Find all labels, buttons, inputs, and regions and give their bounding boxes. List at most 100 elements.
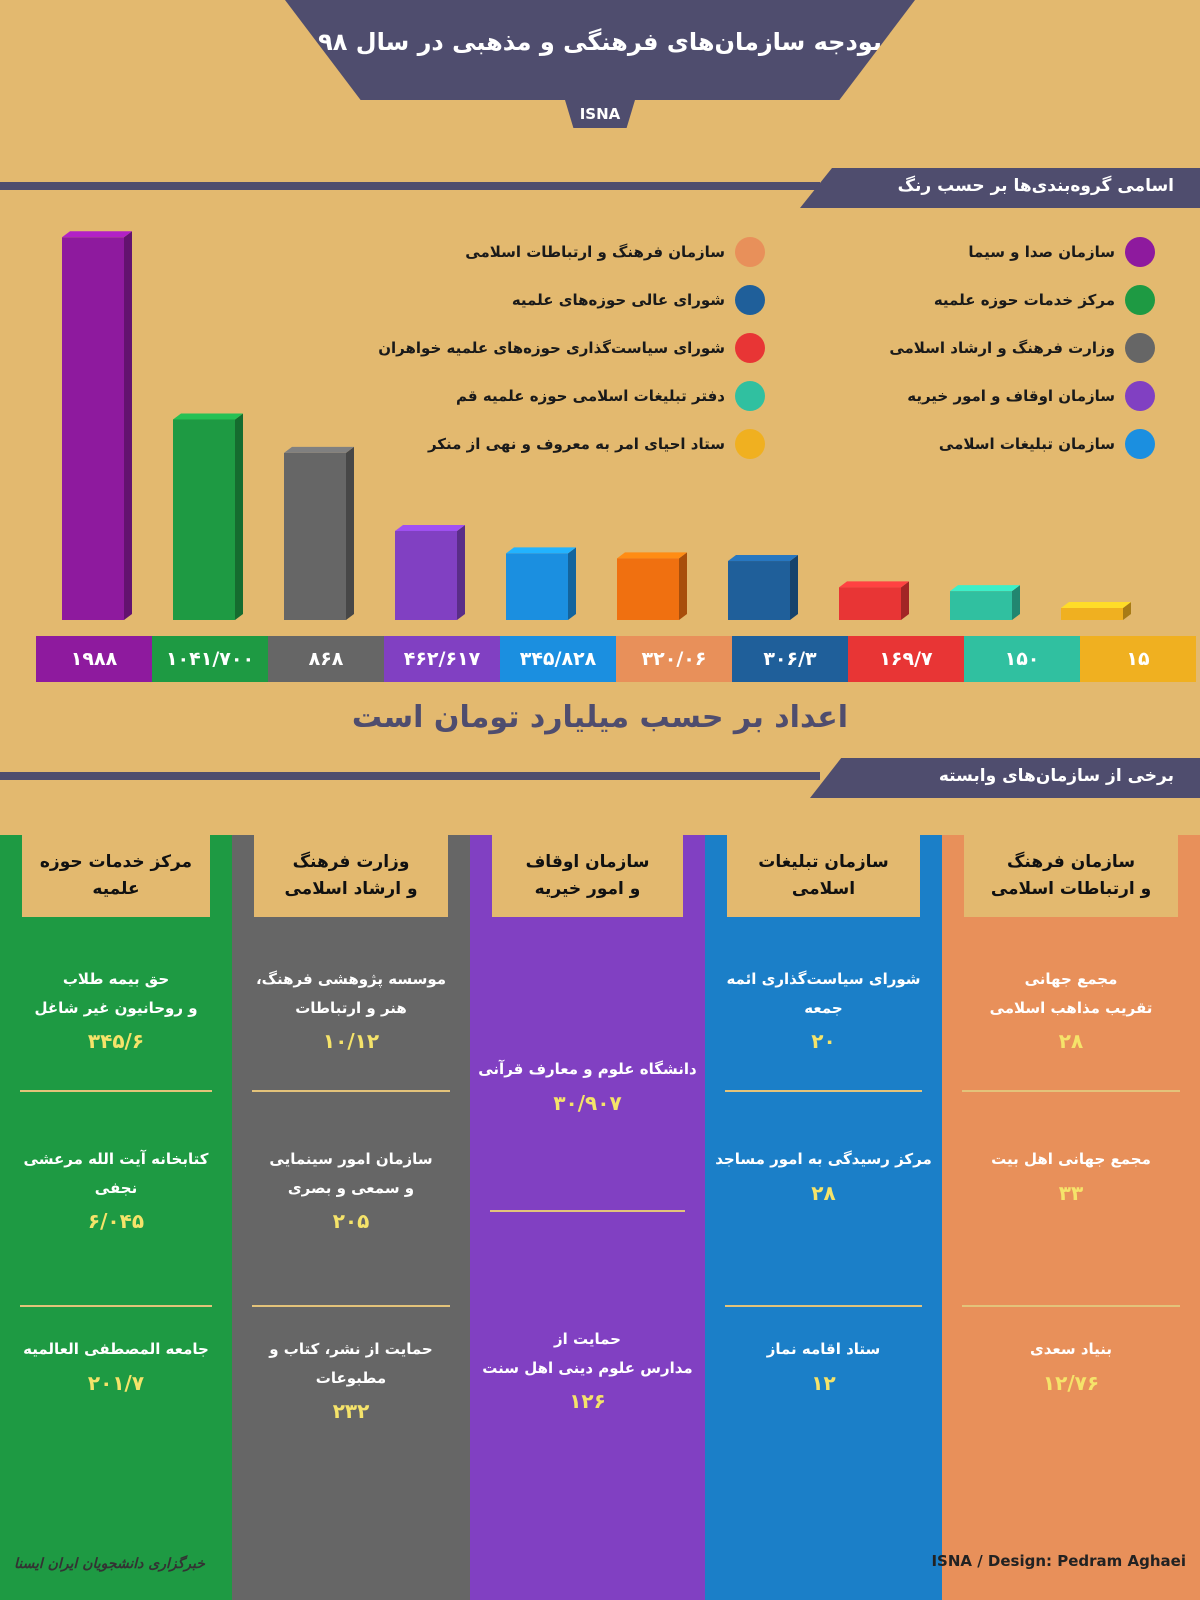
affiliate-name: حق بیمه طلاب و روحانیون غیر شاغل bbox=[34, 970, 198, 1017]
affiliate-value: ۶/۰۴۵ bbox=[87, 1209, 145, 1233]
legend-item: سازمان اوقاف و امور خیریه bbox=[889, 372, 1155, 420]
legend-item: شورای سیاست‌گذاری حوزه‌های علمیه خواهران bbox=[378, 324, 765, 372]
affiliate-value: ۱۰/۱۲ bbox=[322, 1029, 380, 1053]
divider bbox=[20, 1090, 212, 1092]
affiliate-column: سازمان فرهنگ و ارتباطات اسلامی مجمع جهانی… bbox=[942, 835, 1200, 1600]
value-label: ۳۲۰/۰۶ bbox=[616, 636, 732, 682]
affiliate-value: ۲۰۵ bbox=[332, 1209, 370, 1233]
legend-label: سازمان صدا و سیما bbox=[968, 243, 1115, 261]
affiliate-item: دانشگاه علوم و معارف قرآنی ۳۰/۹۰۷ bbox=[470, 1055, 705, 1122]
affiliate-name: مجمع جهانی تقریب مذاهب اسلامی bbox=[989, 970, 1153, 1017]
affiliate-column: وزارت فرهنگ و ارشاد اسلامی موسسه پژوهشی ف… bbox=[232, 835, 470, 1600]
affiliate-name: شورای سیاست‌گذاری ائمه جمعه bbox=[726, 970, 921, 1017]
legend-swatch bbox=[735, 429, 765, 459]
legend-swatch bbox=[1125, 333, 1155, 363]
bar bbox=[62, 231, 132, 620]
affiliate-column: مرکز خدمات حوزه علمیه حق بیمه طلاب و روحا… bbox=[0, 835, 232, 1600]
column-title: سازمان تبلیغات اسلامی bbox=[727, 835, 920, 917]
affiliate-value: ۱۲/۷۶ bbox=[1042, 1370, 1100, 1395]
affiliate-item: شورای سیاست‌گذاری ائمه جمعه ۲۰ bbox=[705, 965, 942, 1060]
legend-swatch bbox=[735, 381, 765, 411]
bar bbox=[284, 446, 354, 620]
value-label: ۸۶۸ bbox=[268, 636, 384, 682]
affiliate-value: ۲۸ bbox=[1058, 1029, 1084, 1053]
bar-chart bbox=[62, 231, 1131, 620]
divider bbox=[962, 1090, 1180, 1092]
column-title: سازمان فرهنگ و ارتباطات اسلامی bbox=[964, 835, 1178, 917]
divider bbox=[962, 1305, 1180, 1307]
affiliate-item: سازمان امور سینمایی و سمعی و بصری ۲۰۵ bbox=[232, 1145, 470, 1240]
affiliate-name: ستاد اقامه نماز bbox=[766, 1340, 881, 1358]
affiliate-value: ۳۳ bbox=[1058, 1180, 1084, 1205]
affiliate-item: مرکز رسیدگی به امور مساجد ۲۸ bbox=[705, 1145, 942, 1212]
affiliate-item: حمایت از نشر، کتاب و مطبوعات ۲۳۲ bbox=[232, 1335, 470, 1430]
affiliate-value: ۲۰ bbox=[811, 1029, 836, 1053]
legend-swatch bbox=[735, 237, 765, 267]
affiliate-item: کتابخانه آیت الله مرعشی نجفی ۶/۰۴۵ bbox=[0, 1145, 232, 1240]
column-title: سازمان اوقاف و امور خیریه bbox=[492, 835, 683, 917]
legend-item: شورای عالی حوزه‌های علمیه bbox=[378, 276, 765, 324]
affiliate-item: موسسه پژوهشی فرهنگ، هنر و ارتباطات ۱۰/۱۲ bbox=[232, 965, 470, 1060]
affiliate-value: ۲۳۲ bbox=[332, 1399, 370, 1423]
affiliate-name: مجمع جهانی اهل بیت bbox=[991, 1150, 1151, 1168]
legend-item: سازمان تبلیغات اسلامی bbox=[889, 420, 1155, 468]
legend-label: شورای عالی حوزه‌های علمیه bbox=[511, 291, 725, 309]
legend-swatch bbox=[735, 333, 765, 363]
divider bbox=[725, 1090, 922, 1092]
value-label: ۱۹۸۸ bbox=[36, 636, 152, 682]
legend-label: مرکز خدمات حوزه علمیه bbox=[933, 291, 1115, 309]
divider bbox=[725, 1305, 922, 1307]
affiliate-value: ۳۴۵/۶ bbox=[87, 1029, 145, 1053]
affiliate-name: مرکز رسیدگی به امور مساجد bbox=[715, 1150, 932, 1168]
legend-label: سازمان فرهنگ و ارتباطات اسلامی bbox=[465, 243, 725, 261]
divider bbox=[20, 1305, 212, 1307]
affiliate-name: موسسه پژوهشی فرهنگ، هنر و ارتباطات bbox=[255, 970, 447, 1017]
divider bbox=[0, 182, 820, 190]
column-title: وزارت فرهنگ و ارشاد اسلامی bbox=[254, 835, 448, 917]
legend-label: ستاد احیای امر به معروف و نهی از منکر bbox=[427, 435, 725, 453]
value-label: ۱۵۰ bbox=[964, 636, 1080, 682]
affiliate-column: سازمان تبلیغات اسلامی شورای سیاست‌گذاری ا… bbox=[705, 835, 942, 1600]
affiliate-name: دانشگاه علوم و معارف قرآنی bbox=[478, 1060, 697, 1078]
affiliate-value: ۱۲۶ bbox=[569, 1389, 606, 1413]
value-label: ۱۰۴۱/۷۰۰ bbox=[152, 636, 268, 682]
legend-right: سازمان صدا و سیما مرکز خدمات حوزه علمیه وز… bbox=[889, 228, 1155, 468]
affiliate-item: ستاد اقامه نماز ۱۲ bbox=[705, 1335, 942, 1402]
affiliate-name: بنیاد سعدی bbox=[1029, 1340, 1113, 1358]
legend-item: سازمان صدا و سیما bbox=[889, 228, 1155, 276]
legend-label: سازمان اوقاف و امور خیریه bbox=[907, 387, 1115, 405]
bar bbox=[617, 552, 687, 620]
affiliates-header: برخی از سازمان‌های وابسته bbox=[810, 758, 1200, 798]
value-label: ۱۵ bbox=[1080, 636, 1196, 682]
affiliate-item: مجمع جهانی تقریب مذاهب اسلامی ۲۸ bbox=[942, 965, 1200, 1060]
value-labels: ۱۹۸۸ ۱۰۴۱/۷۰۰ ۸۶۸ ۴۶۲/۶۱۷ ۳۴۵/۸۲۸ ۳۲۰/۰۶ ۳۰۶/۳… bbox=[36, 636, 1196, 682]
affiliate-name: کتابخانه آیت الله مرعشی نجفی bbox=[23, 1150, 209, 1197]
bar bbox=[1061, 602, 1131, 620]
legend-swatch bbox=[1125, 237, 1155, 267]
value-label: ۳۰۶/۳ bbox=[732, 636, 848, 682]
source-badge: ISNA bbox=[565, 100, 635, 128]
divider bbox=[252, 1090, 450, 1092]
legend-item: وزارت فرهنگ و ارشاد اسلامی bbox=[889, 324, 1155, 372]
footer-credit: ISNA / Design: Pedram Aghaei bbox=[931, 1552, 1186, 1570]
divider bbox=[0, 772, 820, 780]
affiliate-item: حق بیمه طلاب و روحانیون غیر شاغل ۳۴۵/۶ bbox=[0, 965, 232, 1060]
affiliate-value: ۱۲ bbox=[811, 1370, 836, 1395]
affiliate-item: مجمع جهانی اهل بیت ۳۳ bbox=[942, 1145, 1200, 1212]
legend-swatch bbox=[1125, 429, 1155, 459]
value-label: ۳۴۵/۸۲۸ bbox=[500, 636, 616, 682]
divider bbox=[252, 1305, 450, 1307]
legend-label: سازمان تبلیغات اسلامی bbox=[938, 435, 1115, 453]
bar bbox=[728, 555, 798, 620]
affiliate-item: بنیاد سعدی ۱۲/۷۶ bbox=[942, 1335, 1200, 1402]
legend-label: وزارت فرهنگ و ارشاد اسلامی bbox=[889, 339, 1115, 357]
legend-swatch bbox=[735, 285, 765, 315]
bar bbox=[395, 524, 465, 620]
value-label: ۴۶۲/۶۱۷ bbox=[384, 636, 500, 682]
legend-header: اسامی گروه‌بندی‌ها بر حسب رنگ bbox=[800, 168, 1200, 208]
legend-label: شورای سیاست‌گذاری حوزه‌های علمیه خواهران bbox=[378, 339, 725, 357]
bar bbox=[839, 581, 909, 620]
legend-label: دفتر تبلیغات اسلامی حوزه علمیه قم bbox=[456, 387, 725, 405]
affiliate-name: جامعه المصطفی العالمیه bbox=[23, 1340, 209, 1358]
legend-left: سازمان فرهنگ و ارتباطات اسلامی شورای عالی… bbox=[378, 228, 765, 468]
